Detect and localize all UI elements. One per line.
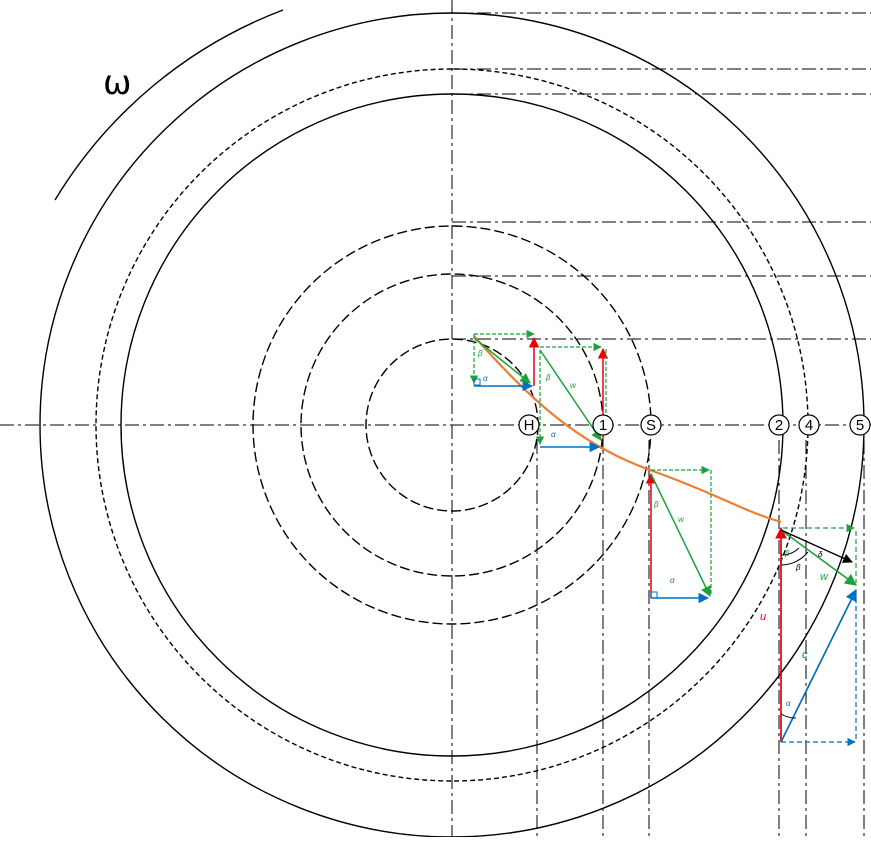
svg-text:δ: δ bbox=[818, 550, 823, 559]
station-2-marker: 2 bbox=[768, 414, 790, 436]
station-5-marker: 5 bbox=[849, 414, 871, 436]
u-label: u bbox=[760, 611, 766, 623]
svg-text:α: α bbox=[670, 576, 675, 585]
svg-text:α: α bbox=[786, 699, 791, 708]
station-markers: H 1 S 2 4 5 bbox=[518, 414, 871, 436]
c-label: c bbox=[802, 649, 808, 661]
svg-text:α: α bbox=[483, 374, 488, 383]
svg-text:β: β bbox=[653, 500, 659, 509]
svg-text:β: β bbox=[545, 373, 551, 382]
station-1-marker: 1 bbox=[592, 414, 614, 436]
svg-text:w: w bbox=[678, 515, 685, 524]
svg-text:β: β bbox=[784, 549, 790, 558]
streamline-curve bbox=[473, 335, 782, 524]
svg-text:1: 1 bbox=[599, 417, 607, 434]
svg-text:5: 5 bbox=[856, 417, 864, 434]
omega-symbol: ω bbox=[103, 63, 131, 103]
reference-lines-vertical bbox=[536, 440, 865, 837]
svg-text:α: α bbox=[551, 430, 556, 439]
velocity-triangle-s: β w α bbox=[645, 465, 712, 604]
svg-text:2: 2 bbox=[775, 417, 783, 434]
svg-text:S: S bbox=[646, 417, 656, 434]
svg-text:H: H bbox=[524, 417, 535, 434]
svg-text:β: β bbox=[795, 563, 801, 572]
station-4-marker: 4 bbox=[798, 414, 820, 436]
velocity-triangle-h: β α bbox=[469, 329, 540, 392]
svg-text:4: 4 bbox=[805, 417, 813, 434]
station-h-marker: H bbox=[518, 414, 540, 436]
station-s-marker: S bbox=[640, 414, 662, 436]
rotation-arc bbox=[54, 9, 284, 201]
svg-text:β: β bbox=[477, 349, 483, 358]
velocity-triangle-2: u c w β β δ α bbox=[760, 523, 857, 747]
w-label: w bbox=[820, 571, 829, 583]
svg-text:w: w bbox=[570, 381, 577, 390]
reference-lines-horizontal bbox=[452, 12, 871, 340]
